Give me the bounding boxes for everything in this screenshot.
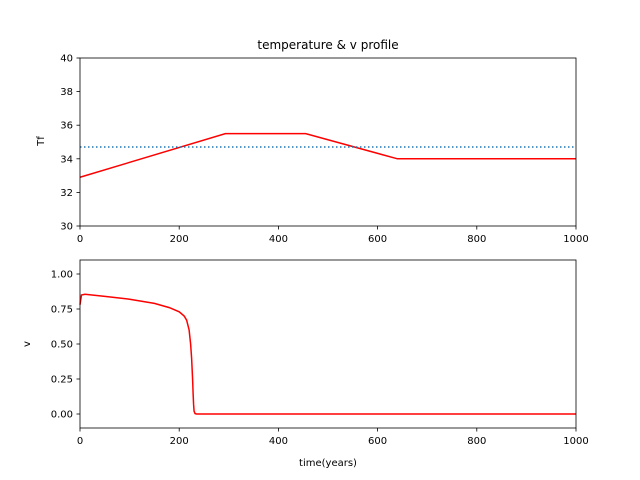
v-marks [79, 293, 576, 415]
temperature-y-tick-label-1: 32 [60, 188, 73, 199]
temperature-y-tick-label-5: 40 [60, 54, 73, 65]
temperature-y-axis-label: Tf [36, 136, 47, 147]
temperature-panel: temperature & v profile Tf 0 200 400 600 800… [36, 38, 589, 245]
temperature-ticks: 0 200 400 600 800 1000 30 32 34 36 38 40 [60, 54, 588, 246]
temperature-x-tick-label-3: 600 [368, 234, 387, 245]
temperature-x-tick-label-5: 1000 [563, 234, 588, 245]
v-x-tick-label-0: 0 [77, 436, 83, 447]
temperature-chart-title: temperature & v profile [257, 38, 398, 52]
v-x-tick-label-1: 200 [170, 436, 189, 447]
v-x-tick-label-4: 800 [467, 436, 486, 447]
v-y-tick-label-0: 0.00 [51, 410, 73, 421]
temperature-x-tick-label-0: 0 [77, 234, 83, 245]
v-y-axis-label: v [22, 341, 33, 347]
temperature-y-tick-label-4: 38 [60, 87, 73, 98]
temperature-y-tick-label-3: 36 [60, 121, 73, 132]
temperature-x-tick-label-2: 400 [269, 234, 288, 245]
v-ticks: 0 200 400 600 800 1000 0.00 0.25 0.50 0.75 1.00 [51, 270, 589, 448]
temperature-series-0-line [79, 132, 576, 178]
v-x-tick-label-5: 1000 [563, 436, 588, 447]
v-axes-frame [79, 259, 577, 429]
v-x-tick-label-3: 600 [368, 436, 387, 447]
v-y-tick-label-2: 0.50 [51, 340, 73, 351]
temperature-x-tick-label-4: 800 [467, 234, 486, 245]
v-x-axis-label: time(years) [299, 458, 357, 469]
temperature-marks [79, 132, 576, 178]
v-series-0-line [79, 293, 576, 415]
temperature-y-tick-label-0: 30 [60, 222, 73, 233]
v-y-tick-label-1: 0.25 [51, 375, 73, 386]
temperature-y-tick-label-2: 34 [60, 154, 73, 165]
v-y-tick-label-4: 1.00 [51, 270, 73, 281]
temperature-x-tick-label-1: 200 [170, 234, 189, 245]
v-x-tick-label-2: 400 [269, 436, 288, 447]
v-y-tick-label-3: 0.75 [51, 305, 73, 316]
temperature-axes-frame [79, 57, 577, 227]
v-panel: time(years) v 0 200 400 600 800 10000.000.250… [22, 259, 589, 469]
